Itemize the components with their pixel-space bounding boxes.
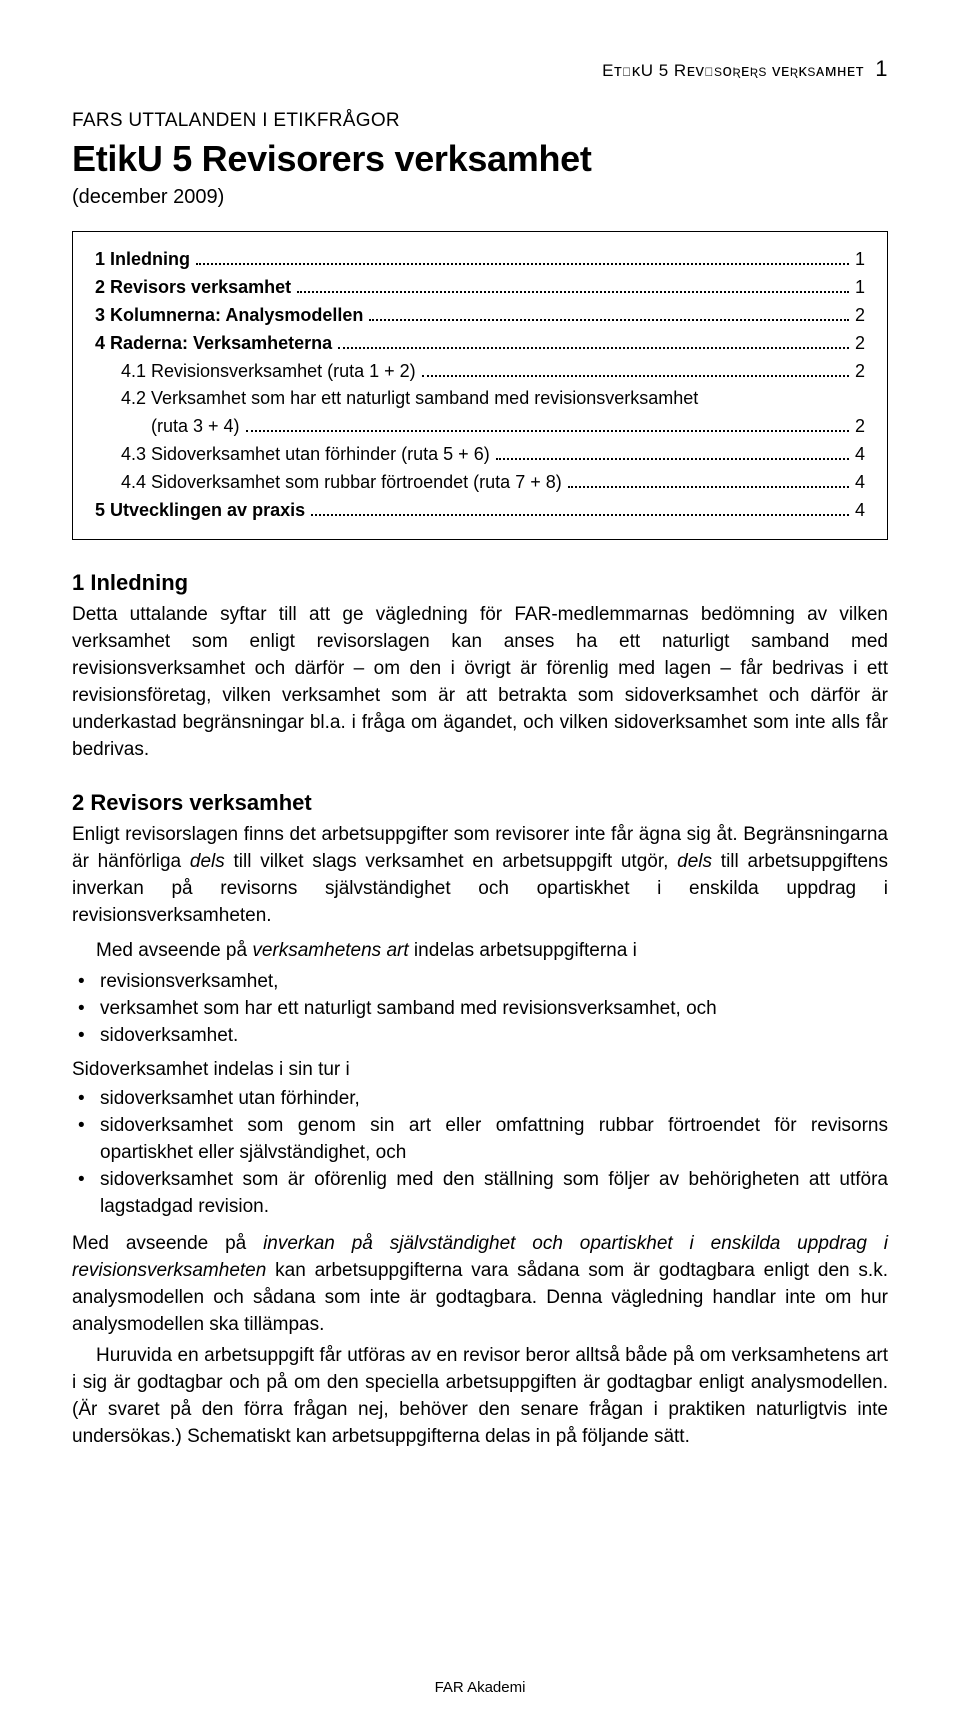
section-2-heading: 2 Revisors verksamhet [72,790,888,816]
text: till vilket slags verksamhet en arbetsup… [225,851,677,872]
text: indelas arbetsuppgifterna i [409,940,637,961]
list-item: sidoverksamhet utan förhinder, [72,1086,888,1113]
toc-label: 4.3 Sidoverksamhet utan förhinder (ruta … [95,441,490,469]
list-item: sidoverksamhet. [72,1023,888,1050]
emphasis: verksamhetens art [252,940,408,961]
toc-page: 2 [855,358,865,386]
text: Med avseende på [96,940,252,961]
document-title: EtikU 5 Revisorers verksamhet [72,138,888,180]
section-2-p1: Enligt revisorslagen finns det arbetsupp… [72,822,888,930]
toc-label-cont: (ruta 3 + 4) [95,413,240,441]
toc-label: 4.1 Revisionsverksamhet (ruta 1 + 2) [95,358,416,386]
toc-entry: 3 Kolumnerna: Analysmodellen 2 [95,302,865,330]
toc-page: 1 [855,274,865,302]
list-item: sidoverksamhet som genom sin art eller o… [72,1113,888,1167]
section-1-body: Detta uttalande syftar till att ge vägle… [72,602,888,764]
toc-leader [196,249,849,265]
toc-label: 2 Revisors verksamhet [95,274,291,302]
toc-label: 5 Utvecklingen av praxis [95,497,305,525]
toc-leader [246,416,849,432]
toc-label: 4 Raderna: Verksamheterna [95,330,332,358]
list2-leadin: Sidoverksamhet indelas i sin tur i [72,1057,888,1084]
toc-leader [496,444,849,460]
toc-page: 4 [855,497,865,525]
list-item: revisionsverksamhet, [72,969,888,996]
toc-page: 1 [855,246,865,274]
text: Med avseende på [72,1233,263,1254]
toc-page: 4 [855,469,865,497]
toc-page: 4 [855,441,865,469]
page-footer: FAR Akademi [0,1679,960,1696]
toc-leader [568,472,849,488]
section-1-heading: 1 Inledning [72,570,888,596]
section-2-p2: Med avseende på inverkan på självständig… [72,1231,888,1339]
bullet-list-1: revisionsverksamhet,verksamhet som har e… [72,969,888,1050]
toc-entry: 5 Utvecklingen av praxis 4 [95,497,865,525]
running-header: EᴛɪᴋU 5 Rᴇᴠɪsᴏʀᴇʀs ᴠᴇʀᴋsᴀᴍʜᴇᴛ 1 [72,56,888,82]
emphasis: dels [190,851,225,872]
toc-page: 2 [855,330,865,358]
document-date: (december 2009) [72,186,888,209]
list1-leadin: Med avseende på verksamhetens art indela… [72,938,888,965]
toc-label: 4.4 Sidoverksamhet som rubbar förtroende… [95,469,562,497]
page-number: 1 [875,56,888,81]
toc-entry: 4.4 Sidoverksamhet som rubbar förtroende… [95,469,865,497]
list-item: sidoverksamhet som är oförenlig med den … [72,1167,888,1221]
toc-entry: 1 Inledning 1 [95,246,865,274]
toc-leader [338,332,849,348]
table-of-contents: 1 Inledning12 Revisors verksamhet13 Kolu… [72,231,888,540]
toc-leader [297,277,849,293]
toc-entry: 4.3 Sidoverksamhet utan förhinder (ruta … [95,441,865,469]
toc-entry: 4.2 Verksamhet som har ett naturligt sam… [95,385,865,441]
bullet-list-2: sidoverksamhet utan förhinder,sidoverksa… [72,1086,888,1221]
toc-label: 1 Inledning [95,246,190,274]
running-head-text: EᴛɪᴋU 5 Rᴇᴠɪsᴏʀᴇʀs ᴠᴇʀᴋsᴀᴍʜᴇᴛ [602,61,864,80]
series-overline: FARS UTTALANDEN I ETIKFRÅGOR [72,110,888,132]
section-2-p3: Huruvida en arbetsuppgift får utföras av… [72,1343,888,1451]
toc-leader [422,360,849,376]
toc-page: 2 [855,413,865,441]
toc-leader [369,305,849,321]
toc-leader [311,500,849,516]
toc-entry: 4.1 Revisionsverksamhet (ruta 1 + 2) 2 [95,358,865,386]
toc-label: 3 Kolumnerna: Analysmodellen [95,302,363,330]
toc-page: 2 [855,302,865,330]
list-item: verksamhet som har ett naturligt samband… [72,996,888,1023]
toc-entry: 2 Revisors verksamhet 1 [95,274,865,302]
toc-entry: 4 Raderna: Verksamheterna 2 [95,330,865,358]
emphasis: dels [677,851,712,872]
toc-label: 4.2 Verksamhet som har ett naturligt sam… [95,385,865,413]
